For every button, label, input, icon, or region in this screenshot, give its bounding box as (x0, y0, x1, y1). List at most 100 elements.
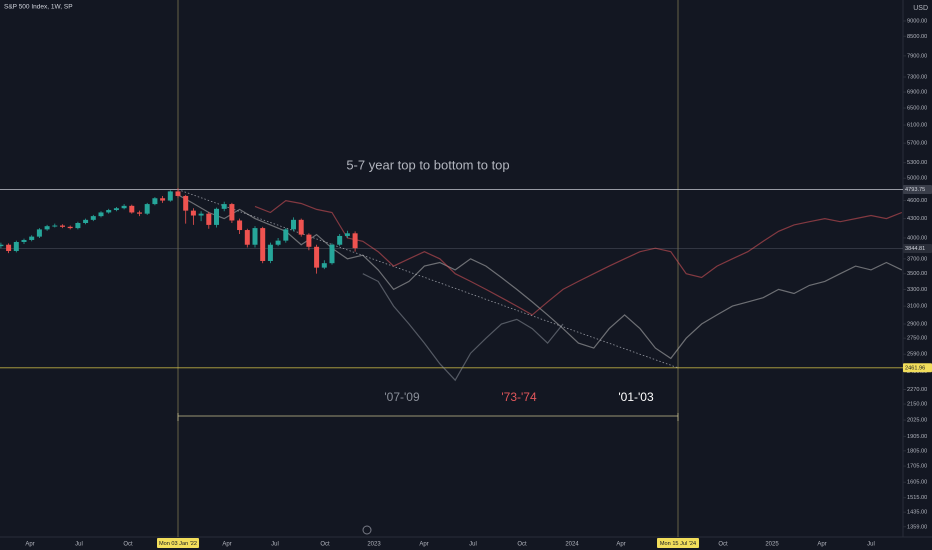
x-tick-label: Apr (817, 542, 826, 548)
candle-body (183, 195, 189, 211)
y-tick-label: 6100.00 (907, 123, 927, 129)
date-label: Mon 15 Jul '24 (660, 541, 696, 547)
y-tick-label: 2150.00 (907, 402, 927, 408)
y-tick-label: 6500.00 (907, 106, 927, 112)
y-tick-label: 1359.00 (907, 524, 927, 530)
candle-body (229, 204, 235, 221)
y-tick-label: 3100.00 (907, 304, 927, 310)
candle-body (260, 228, 266, 261)
candle-body (352, 233, 358, 249)
candle-body (75, 222, 81, 229)
candle-body (98, 212, 104, 217)
price-marker-box (903, 244, 932, 254)
candle-body (190, 210, 196, 216)
candle-body (267, 244, 273, 261)
x-tick-label: Oct (320, 542, 330, 548)
candle-body (198, 213, 204, 216)
candle-body (275, 240, 281, 245)
y-tick-label: 2590.00 (907, 352, 927, 358)
candle-body (283, 229, 289, 241)
y-tick-label: 4600.00 (907, 198, 927, 204)
x-tick-label: Apr (419, 542, 428, 548)
x-tick-label: Jul (75, 542, 83, 548)
candle-body (21, 239, 27, 242)
y-tick-label: 1435.00 (907, 510, 927, 516)
trend-line (177, 189, 679, 369)
chart-title: S&P 500 Index, 1W, SP (4, 4, 73, 11)
y-tick-label: 3300.00 (907, 287, 927, 293)
x-tick-label: Apr (616, 542, 625, 548)
currency-label: USD (913, 5, 928, 12)
candle-body (244, 230, 250, 245)
x-tick-label: 2024 (565, 542, 579, 548)
price-marker-label: 4793.75 (905, 187, 925, 193)
x-tick-label: Jul (271, 542, 279, 548)
candle-body (314, 246, 320, 268)
candle-body (214, 208, 219, 225)
candle-body (298, 219, 304, 235)
candle-body (90, 216, 96, 220)
y-tick-label: 7300.00 (907, 74, 927, 80)
x-tick-label: Oct (123, 542, 133, 548)
x-tick-label: Oct (517, 542, 527, 548)
y-tick-label: 5000.00 (907, 176, 927, 182)
legend-label: '07-'09 (384, 390, 420, 404)
candle-body (0, 244, 4, 247)
candle-body (44, 226, 50, 230)
y-tick-label: 2025.00 (907, 418, 927, 424)
y-tick-label: 5700.00 (907, 141, 927, 147)
candle-body (321, 263, 327, 268)
candle-body (113, 208, 119, 211)
x-tick-label: 2023 (367, 542, 381, 548)
y-tick-label: 1905.00 (907, 434, 927, 440)
y-tick-label: 3500.00 (907, 271, 927, 277)
candle-body (60, 225, 65, 227)
candle-body (83, 219, 89, 223)
x-tick-label: Jul (867, 542, 875, 548)
x-tick-label: Jul (469, 542, 477, 548)
candle-body (306, 234, 312, 247)
candle-body (52, 225, 58, 227)
y-tick-label: 4000.00 (907, 235, 927, 241)
candle-body (137, 212, 142, 214)
price-marker-label: 2461.96 (905, 365, 925, 371)
candle-body (237, 220, 243, 231)
y-tick-label: 1805.00 (907, 448, 927, 454)
legend-label: '01-'03 (618, 390, 654, 404)
candle-body (29, 236, 35, 240)
y-tick-label: 2900.00 (907, 321, 927, 327)
price-marker-label: 3844.81 (905, 246, 925, 252)
date-box (657, 538, 699, 548)
candle-body (160, 198, 166, 201)
x-tick-label: Oct (718, 542, 728, 548)
candle-body (152, 198, 158, 205)
x-tick-label: Apr (222, 542, 231, 548)
candle-body (175, 191, 181, 196)
y-tick-label: 5300.00 (907, 160, 927, 166)
candle-body (121, 205, 127, 209)
y-tick-label: 8500.00 (907, 34, 927, 40)
analog-line (254, 199, 903, 316)
candle-body (129, 205, 135, 213)
icon (362, 525, 372, 535)
y-tick-label: 1605.00 (907, 480, 927, 486)
candle-body (167, 191, 173, 201)
candle-body (337, 235, 343, 245)
y-tick-label: 3700.00 (907, 256, 927, 262)
x-tick-label: Apr (25, 542, 34, 548)
y-tick-label: 4300.00 (907, 216, 927, 222)
candle-body (221, 204, 227, 209)
legend-label: '73-'74 (501, 390, 537, 404)
candle-body (67, 226, 73, 229)
y-tick-label: 1515.00 (907, 495, 927, 501)
candle-body (344, 233, 350, 236)
candle-body (6, 244, 12, 251)
date-label: Mon 03 Jan '22 (159, 541, 197, 547)
candle-body (106, 210, 112, 213)
x-tick-label: 2025 (765, 542, 779, 548)
analog-line (362, 273, 564, 382)
y-tick-label: 2750.00 (907, 336, 927, 342)
y-tick-label: 9000.00 (907, 18, 927, 24)
